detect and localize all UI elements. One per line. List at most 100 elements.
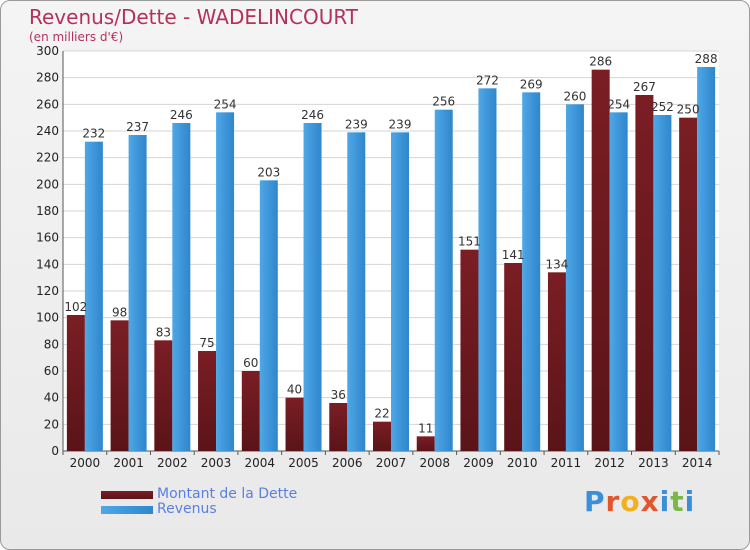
data-label-debt: 151: [458, 235, 481, 249]
data-label-debt: 98: [112, 305, 127, 319]
data-label-revenue: 288: [695, 52, 718, 66]
bar-debt: [285, 397, 304, 451]
y-tick-label: 120: [36, 284, 59, 298]
bar-revenue: [259, 180, 278, 452]
data-label-revenue: 272: [476, 73, 499, 87]
data-label-revenue: 239: [389, 117, 412, 131]
data-label-revenue: 254: [214, 97, 237, 111]
bar-revenue: [434, 109, 453, 452]
y-tick-label: 280: [36, 71, 59, 85]
bar-debt: [373, 421, 391, 451]
y-tick-label: 220: [36, 151, 59, 165]
bar-revenue: [216, 112, 235, 451]
x-tick-label: 2004: [245, 456, 276, 470]
x-tick-label: 2000: [70, 456, 101, 470]
data-label-revenue: 269: [520, 77, 543, 91]
bar-debt: [635, 95, 654, 451]
x-tick-label: 2009: [463, 456, 494, 470]
x-tick-label: 2012: [594, 456, 625, 470]
y-tick-label: 180: [36, 204, 59, 218]
data-label-revenue: 246: [170, 108, 193, 122]
y-tick-label: 80: [44, 337, 59, 351]
x-tick-label: 2003: [201, 456, 232, 470]
bar-debt: [416, 436, 435, 451]
logo-letter: o: [620, 485, 641, 518]
bar-debt: [198, 351, 217, 451]
bar-debt: [679, 117, 698, 452]
data-label-debt: 250: [677, 103, 700, 117]
x-tick-label: 2008: [419, 456, 450, 470]
bar-revenue: [522, 92, 541, 451]
bar-debt: [329, 403, 348, 451]
legend-label-revenue: Revenus: [157, 501, 217, 517]
bar-debt: [591, 69, 610, 452]
x-tick-label: 2005: [288, 456, 319, 470]
data-label-debt: 102: [64, 300, 87, 314]
logo-letter: i: [659, 485, 671, 518]
bar-revenue: [565, 104, 584, 451]
x-tick-label: 2010: [507, 456, 538, 470]
y-tick-label: 100: [36, 311, 59, 325]
bar-debt: [547, 272, 566, 451]
data-label-debt: 36: [331, 388, 346, 402]
bar-revenue: [653, 115, 672, 451]
data-label-debt: 286: [589, 55, 612, 69]
bar-revenue: [172, 123, 191, 451]
bar-revenue: [303, 123, 322, 451]
data-label-debt: 40: [287, 383, 302, 397]
data-label-debt: 267: [633, 80, 656, 94]
x-tick-label: 2007: [376, 456, 407, 470]
x-tick-label: 2001: [113, 456, 144, 470]
logo-letter: P: [584, 485, 606, 518]
bar-revenue: [84, 141, 103, 451]
y-tick-label: 300: [36, 44, 59, 58]
chart-subtitle: (en milliers d'€): [29, 30, 124, 44]
legend-swatch-revenue: [101, 506, 153, 514]
x-tick-label: 2011: [551, 456, 582, 470]
y-tick-label: 40: [44, 391, 59, 405]
proxiti-logo: Proxiti: [584, 485, 695, 518]
y-tick-label: 60: [44, 364, 59, 378]
bar-debt: [241, 371, 260, 451]
legend-label-debt: Montant de la Dette: [157, 486, 298, 502]
data-label-revenue: 232: [82, 127, 105, 141]
data-label-debt: 75: [199, 336, 214, 350]
data-label-debt: 141: [502, 248, 525, 262]
data-label-revenue: 256: [432, 95, 455, 109]
bar-revenue: [697, 67, 716, 451]
data-label-revenue: 239: [345, 117, 368, 131]
x-tick-label: 2006: [332, 456, 363, 470]
y-tick-label: 140: [36, 257, 59, 271]
bar-debt: [504, 263, 523, 451]
data-label-debt: 83: [156, 325, 171, 339]
logo-letter: r: [605, 485, 621, 518]
x-tick-label: 2002: [157, 456, 188, 470]
y-tick-label: 0: [51, 444, 59, 458]
data-label-debt: 134: [545, 257, 568, 271]
y-tick-label: 20: [44, 417, 59, 431]
y-tick-label: 160: [36, 231, 59, 245]
data-label-debt: 11: [418, 421, 433, 435]
y-tick-label: 260: [36, 97, 59, 111]
logo-letter: i: [684, 485, 696, 518]
data-label-debt: 60: [243, 356, 258, 370]
x-tick-label: 2013: [638, 456, 669, 470]
y-tick-label: 240: [36, 124, 59, 138]
x-tick-label: 2014: [682, 456, 713, 470]
y-tick-label: 200: [36, 177, 59, 191]
bar-revenue: [128, 135, 147, 451]
data-label-revenue: 252: [651, 100, 674, 114]
data-label-revenue: 246: [301, 108, 324, 122]
data-label-revenue: 260: [563, 89, 586, 103]
bar-revenue: [609, 112, 628, 451]
bar-revenue: [347, 132, 366, 452]
data-label-revenue: 203: [257, 165, 280, 179]
bar-debt: [66, 315, 85, 451]
data-label-debt: 22: [374, 407, 389, 421]
data-label-revenue: 254: [607, 97, 630, 111]
data-label-revenue: 237: [126, 120, 149, 134]
legend-swatch-debt: [101, 491, 153, 499]
chart-title: Revenus/Dette - WADELINCOURT: [29, 5, 358, 29]
